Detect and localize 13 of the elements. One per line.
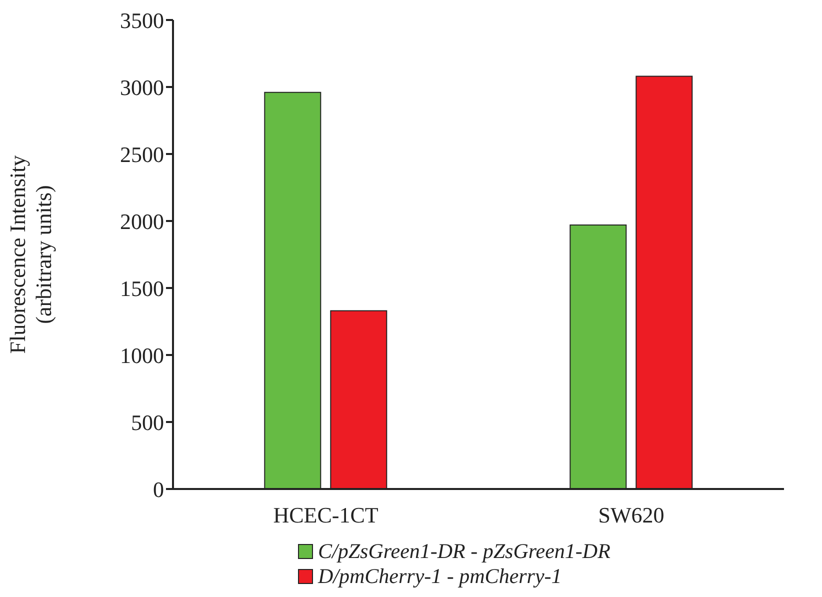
x-tick-label: HCEC-1CT — [273, 502, 379, 528]
y-tick-label: 1000 — [120, 342, 164, 368]
x-tick-label: SW620 — [598, 502, 664, 528]
legend-label: D/pmCherry-1 - pmCherry-1 — [318, 564, 562, 589]
legend-label: C/pZsGreen1-DR - pZsGreen1-DR — [318, 539, 610, 564]
y-tick-label: 2000 — [120, 208, 164, 234]
y-tick-label: 0 — [153, 476, 164, 502]
y-tick-label: 1500 — [120, 276, 164, 301]
y-tick-label: 3000 — [120, 74, 164, 100]
y-axis-title: Fluorescence Intensity (arbitrary units) — [5, 155, 56, 354]
y-tick-label: 2500 — [120, 142, 164, 167]
y-tick-label: 500 — [131, 410, 164, 435]
y-tick-label: 3500 — [120, 8, 164, 33]
